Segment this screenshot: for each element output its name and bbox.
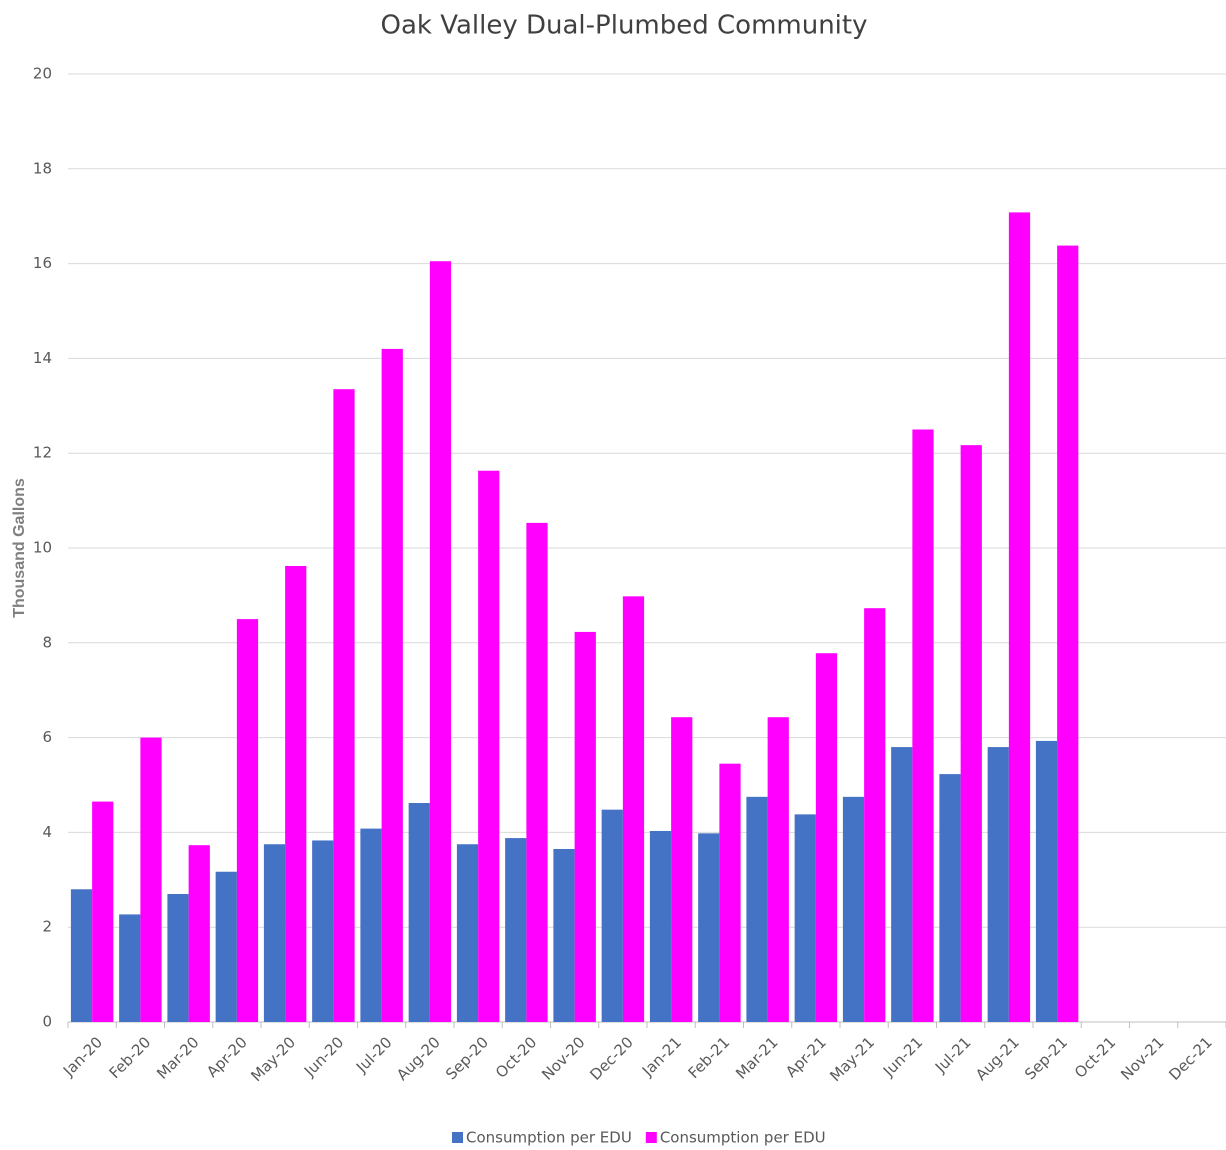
legend-swatch [645,1132,657,1143]
bar [622,596,645,1022]
x-tick-label: Jan-21 [638,1033,685,1080]
bar [1035,740,1058,1022]
bar [864,608,886,1022]
x-tick-label: Apr-21 [782,1033,830,1081]
x-tick-label: Nov-21 [1117,1033,1167,1083]
bar [119,914,141,1022]
x-tick-label: Mar-20 [153,1033,202,1082]
x-tick-label: Jan-20 [59,1033,106,1080]
bar [456,844,479,1022]
bar [671,717,693,1022]
bar [649,830,672,1022]
x-tick-label: May-20 [247,1033,299,1085]
legend-swatch [452,1132,463,1143]
bar [140,737,162,1022]
x-tick-label: Aug-21 [972,1033,1023,1084]
bar [815,653,838,1022]
bar [188,845,210,1022]
bar [746,796,768,1022]
x-tick-label: Jun-21 [879,1033,926,1080]
bar [939,774,961,1022]
x-tick-label: Mar-21 [732,1033,781,1082]
x-tick-label: May-21 [826,1033,878,1085]
bar [505,838,527,1022]
bar [960,445,982,1023]
bar [236,619,259,1022]
bar [912,429,934,1022]
bar [408,803,430,1022]
bar [987,747,1009,1022]
bar [574,631,596,1022]
bar [92,801,114,1022]
x-tick-label: Aug-20 [393,1033,444,1084]
bar [891,747,913,1022]
x-tick-label: Oct-21 [1071,1033,1119,1081]
y-tick-label: 18 [33,159,52,177]
bar [167,894,189,1022]
x-tick-label: Jul-21 [931,1033,975,1077]
y-tick-label: 2 [42,918,52,936]
y-tick-label: 10 [33,539,52,557]
x-tick-label: Nov-20 [538,1033,588,1083]
x-tick-label: Sep-20 [442,1033,492,1083]
x-tick-label: Oct-20 [492,1033,540,1081]
x-tick-label: Jun-20 [300,1033,347,1080]
x-tick-label: Sep-21 [1021,1033,1071,1083]
bar [1057,245,1079,1022]
y-tick-label: 6 [42,728,52,746]
legend-label: Consumption per EDU [466,1129,632,1147]
bar [842,796,865,1022]
bar [719,763,741,1022]
bar [360,828,382,1022]
bar [601,809,623,1022]
bar [312,840,334,1022]
bar [553,848,575,1022]
bar [263,844,286,1022]
bar [698,833,720,1022]
chart-title: Oak Valley Dual-Plumbed Community [380,11,867,41]
x-tick-label: Jul-20 [352,1033,396,1077]
x-tick-label: Apr-20 [203,1033,251,1081]
bar [381,348,403,1022]
bar [478,470,500,1022]
bar [333,389,355,1023]
y-tick-label: 4 [42,823,52,841]
y-axis-label: Thousand Gallons [11,478,28,618]
y-tick-label: 8 [42,633,52,651]
bar [1008,212,1031,1022]
bar [215,871,237,1022]
y-tick-label: 12 [33,444,52,462]
legend-label: Consumption per EDU [660,1129,826,1147]
x-tick-label: Feb-21 [685,1033,734,1082]
bar [794,814,816,1022]
bar [285,566,307,1022]
x-tick-label: Feb-20 [106,1033,155,1082]
bar [526,522,548,1022]
y-tick-label: 16 [33,254,52,272]
x-tick-label: Dec-20 [586,1033,637,1084]
y-tick-label: 0 [42,1013,52,1031]
bar [429,261,452,1023]
bar [70,889,93,1022]
x-tick-label: Dec-21 [1165,1033,1216,1084]
y-tick-label: 14 [33,349,52,367]
y-tick-label: 20 [33,65,52,83]
bar [767,717,789,1022]
